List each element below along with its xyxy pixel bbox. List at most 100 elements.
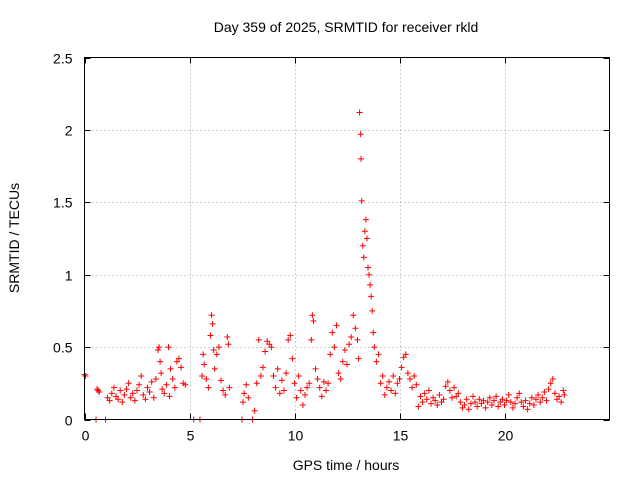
- data-point: [119, 399, 126, 406]
- data-point: [432, 397, 439, 404]
- data-point: [375, 351, 382, 358]
- data-point: [211, 365, 218, 372]
- data-point: [210, 346, 217, 353]
- data-point: [386, 378, 392, 385]
- data-point: [299, 402, 306, 409]
- data-point: [377, 380, 384, 387]
- data-point: [283, 370, 290, 377]
- data-point: [518, 399, 525, 406]
- data-point: [501, 402, 508, 409]
- data-point: [354, 336, 361, 343]
- data-point: [316, 384, 323, 391]
- data-point: [329, 329, 336, 336]
- data-point: [357, 131, 364, 138]
- data-point: [495, 403, 502, 410]
- x-axis-label: GPS time / hours: [293, 457, 400, 473]
- data-point: [295, 373, 302, 380]
- data-point: [255, 336, 262, 343]
- data-point: [392, 390, 399, 397]
- data-point: [308, 336, 315, 343]
- data-point: [318, 393, 325, 400]
- data-point: [520, 403, 527, 410]
- data-point: [543, 397, 550, 404]
- data-point: [442, 383, 449, 390]
- data-point: [436, 391, 443, 398]
- data-point: [541, 388, 548, 395]
- data-point: [535, 391, 542, 398]
- data-point: [140, 391, 147, 398]
- data-point: [491, 397, 497, 404]
- data-point: [163, 381, 170, 388]
- x-tick-label: 15: [393, 428, 409, 444]
- data-point: [472, 399, 479, 406]
- data-point: [419, 399, 426, 406]
- data-point: [451, 384, 458, 391]
- data-point: [463, 396, 470, 403]
- data-point: [476, 396, 483, 403]
- data-point: [339, 358, 346, 365]
- data-point: [281, 387, 287, 394]
- data-point: [388, 387, 395, 394]
- data-point: [293, 394, 300, 401]
- data-point: [243, 381, 250, 388]
- data-point: [545, 386, 552, 393]
- data-point: [522, 397, 529, 404]
- data-point: [178, 364, 185, 371]
- data-point: [526, 400, 533, 407]
- data-point: [551, 390, 558, 397]
- data-point: [327, 351, 334, 358]
- data-point: [423, 396, 430, 403]
- data-point: [449, 394, 455, 401]
- data-point: [528, 394, 535, 401]
- data-point: [505, 391, 512, 398]
- data-point: [499, 396, 506, 403]
- data-point: [440, 396, 447, 403]
- data-point: [434, 402, 441, 409]
- data-point: [480, 397, 487, 404]
- data-point: [413, 381, 420, 388]
- data-point: [348, 333, 355, 340]
- data-point: [346, 341, 353, 348]
- data-point: [461, 402, 468, 409]
- data-point: [165, 344, 172, 351]
- data-point: [115, 396, 122, 403]
- data-point: [361, 228, 368, 235]
- data-point: [213, 351, 220, 358]
- data-point: [512, 400, 518, 407]
- data-point: [134, 387, 140, 394]
- data-point: [199, 373, 206, 380]
- data-point: [136, 381, 143, 388]
- data-point: [276, 390, 283, 397]
- data-point: [356, 109, 363, 116]
- y-tick-label: 2: [65, 123, 73, 139]
- data-point: [409, 384, 416, 391]
- data-point: [390, 373, 397, 380]
- data-point: [287, 332, 294, 339]
- data-point: [157, 358, 164, 365]
- data-point: [373, 358, 380, 365]
- data-point: [352, 325, 359, 332]
- data-point: [358, 155, 365, 162]
- data-point: [333, 322, 340, 329]
- data-point: [358, 197, 365, 204]
- data-point: [152, 375, 159, 382]
- data-point: [402, 351, 409, 358]
- data-point: [446, 387, 453, 394]
- data-point: [547, 380, 554, 387]
- data-point: [205, 384, 212, 391]
- data-point: [96, 388, 103, 395]
- data-point: [365, 264, 371, 271]
- data-point: [148, 378, 155, 385]
- data-point: [323, 387, 329, 394]
- data-point: [278, 377, 285, 384]
- data-point: [549, 375, 556, 382]
- data-point: [159, 386, 166, 393]
- y-tick-label: 0.5: [53, 340, 73, 356]
- data-point: [215, 344, 222, 351]
- x-tick-label: 20: [498, 428, 514, 444]
- data-point: [366, 271, 373, 278]
- x-tick-label: 10: [288, 428, 304, 444]
- data-point: [201, 361, 208, 368]
- data-point: [344, 361, 350, 368]
